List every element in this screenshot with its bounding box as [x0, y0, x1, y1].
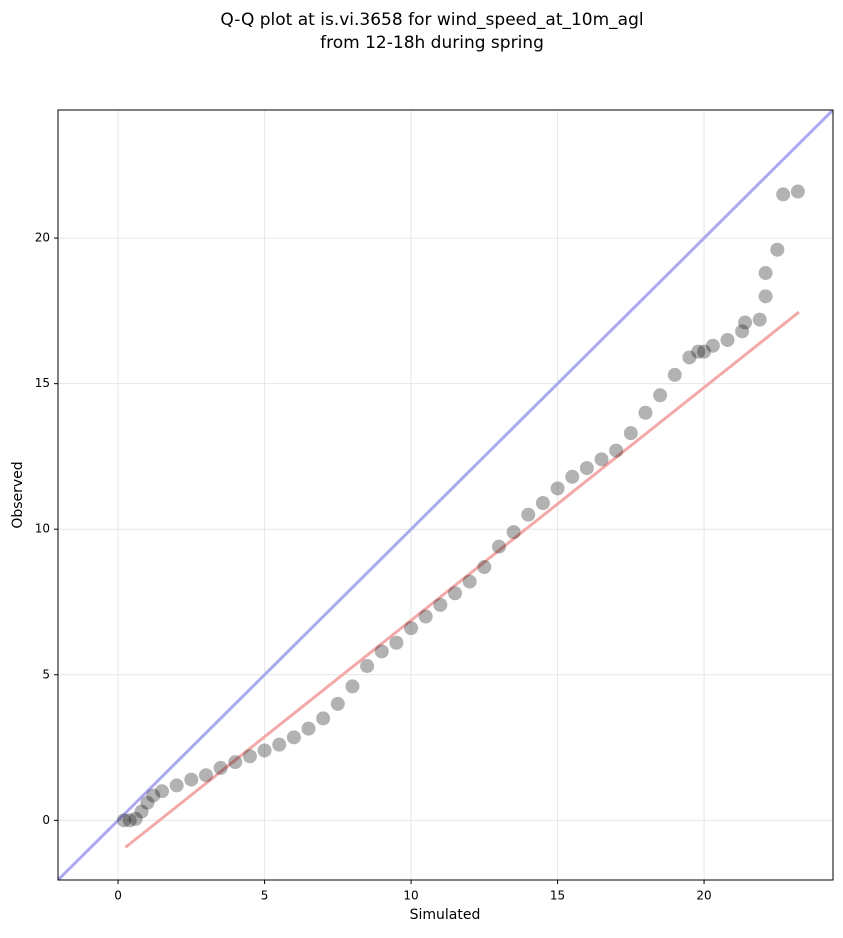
data-point: [477, 560, 492, 575]
data-point: [594, 452, 609, 467]
data-point: [705, 338, 720, 353]
x-tick-label: 20: [696, 889, 711, 903]
data-point: [448, 586, 463, 601]
data-point: [169, 778, 184, 793]
data-point: [691, 344, 706, 359]
data-point: [418, 609, 433, 624]
y-tick-label: 0: [42, 813, 50, 827]
y-tick-label: 20: [35, 231, 50, 245]
data-point: [521, 507, 536, 522]
data-point: [720, 332, 735, 347]
data-point: [790, 184, 805, 199]
data-point: [462, 574, 477, 589]
data-point: [286, 730, 301, 745]
data-point: [667, 367, 682, 382]
reference-line: [124, 310, 800, 849]
data-point: [623, 426, 638, 441]
data-point: [565, 469, 580, 484]
data-point: [155, 784, 170, 799]
x-tick-label: 15: [550, 889, 565, 903]
data-point: [316, 711, 331, 726]
y-axis-label: Observed: [10, 461, 26, 528]
data-point: [360, 659, 375, 674]
data-point: [134, 804, 149, 819]
data-point: [738, 315, 753, 330]
data-point: [776, 187, 791, 202]
data-point: [404, 621, 419, 636]
data-point: [389, 635, 404, 650]
data-point: [242, 749, 257, 764]
data-point: [198, 768, 213, 783]
axes-frame: [57, 109, 834, 881]
data-point: [653, 388, 668, 403]
x-tick-label: 10: [403, 889, 418, 903]
reference-line: [58, 110, 833, 880]
data-point: [140, 795, 155, 810]
y-tick-label: 15: [35, 376, 50, 390]
plot-area: [58, 110, 833, 880]
data-point: [752, 312, 767, 327]
data-point: [758, 266, 773, 281]
data-point: [301, 721, 316, 736]
data-point: [506, 525, 521, 540]
data-point: [697, 344, 712, 359]
data-point: [272, 737, 287, 752]
data-point: [535, 496, 550, 511]
data-point: [735, 324, 750, 339]
data-point: [638, 405, 653, 420]
data-point: [550, 481, 565, 496]
data-point: [257, 743, 272, 758]
data-point: [228, 755, 243, 770]
chart-subtitle: from 12-18h during spring: [320, 33, 544, 53]
data-point: [116, 813, 131, 828]
x-tick-label: 5: [261, 889, 269, 903]
data-point: [491, 539, 506, 554]
data-point: [682, 350, 697, 365]
data-point: [213, 760, 228, 775]
data-point: [330, 696, 345, 711]
x-axis-label: Simulated: [410, 907, 481, 923]
data-point: [345, 679, 360, 694]
data-point: [770, 242, 785, 257]
data-point: [433, 597, 448, 612]
data-point: [146, 788, 161, 803]
data-point: [609, 443, 624, 458]
data-point: [128, 811, 143, 826]
y-tick-label: 5: [42, 667, 50, 681]
data-point: [184, 772, 199, 787]
data-point: [758, 289, 773, 304]
chart-title: Q-Q plot at is.vi.3658 for wind_speed_at…: [220, 10, 643, 30]
data-point: [374, 644, 389, 659]
data-point: [122, 813, 137, 828]
data-point: [579, 461, 594, 476]
y-tick-label: 10: [35, 522, 50, 536]
x-tick-label: 0: [114, 889, 122, 903]
